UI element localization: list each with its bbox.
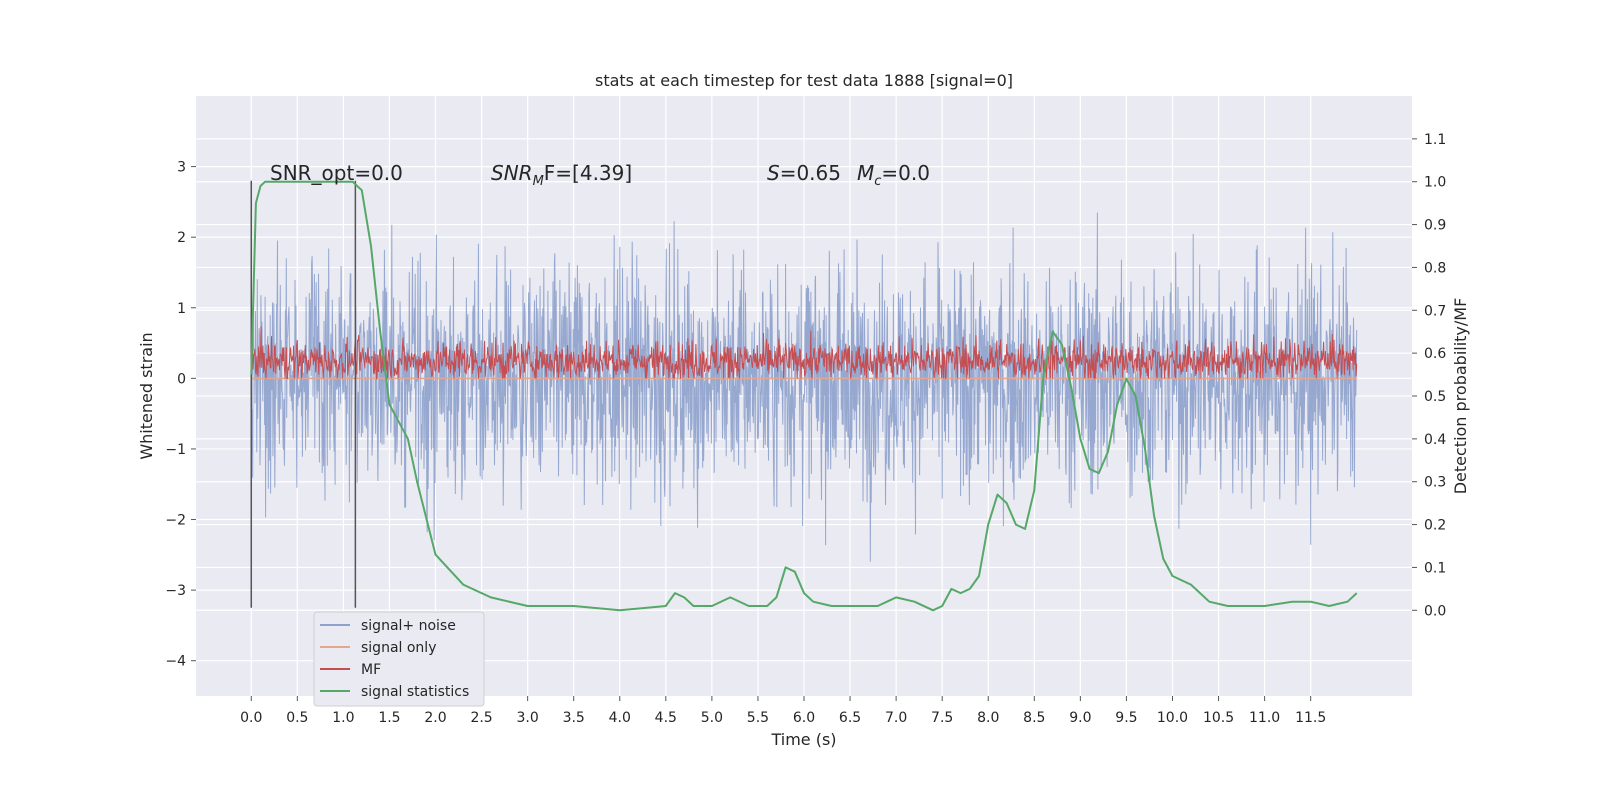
y-tick-label-right: 0.0 — [1424, 603, 1446, 619]
legend-label-signal-noise: signal+ noise — [361, 618, 456, 634]
x-tick-label: 7.5 — [931, 710, 953, 726]
x-tick-label: 3.0 — [517, 710, 539, 726]
x-tick-label: 9.0 — [1069, 710, 1091, 726]
x-tick-label: 11.5 — [1295, 710, 1326, 726]
data-layer — [250, 212, 1358, 562]
y-tick-label-right: 0.8 — [1424, 260, 1446, 276]
y-axis-label-left: Whitened strain — [137, 332, 156, 459]
legend-label-signal-statistics: signal statistics — [361, 684, 469, 700]
x-tick-label: 1.0 — [332, 710, 354, 726]
x-tick-label: 1.5 — [378, 710, 400, 726]
y-tick-label-right: 0.4 — [1424, 432, 1446, 448]
x-tick-label: 5.0 — [701, 710, 723, 726]
legend-box — [313, 611, 485, 707]
annotation-snr-opt: SNR_opt=0.0 — [270, 161, 403, 185]
y-tick-label-right: 0.9 — [1424, 218, 1446, 234]
y-tick-label-right: 0.1 — [1424, 560, 1446, 576]
y-tick-label-left: 1 — [177, 301, 186, 317]
y-tick-label-left: 2 — [177, 230, 186, 246]
x-tick-label: 8.0 — [977, 710, 999, 726]
x-tick-label: 4.0 — [609, 710, 631, 726]
y-axis-label-right: Detection probability/MF — [1451, 298, 1470, 495]
series-signal-noise — [250, 212, 1358, 562]
x-tick-label: 0.5 — [286, 710, 308, 726]
x-tick-label: 0.0 — [240, 710, 262, 726]
x-tick-label: 8.5 — [1023, 710, 1045, 726]
y-tick-labels-left: −4 −3 −2 −1 0 1 2 3 — [165, 160, 196, 670]
annotation-s-mc: S=0.65 Mc=0.0 — [767, 161, 930, 189]
y-tick-label-right: 0.2 — [1424, 518, 1446, 534]
x-tick-labels: 0.0 0.5 1.0 1.5 2.0 2.5 3.0 3.5 4.0 4.5 5.0 5.5 6.0 6… — [240, 696, 1326, 726]
signal-statistics-layer — [250, 180, 1358, 612]
x-tick-label: 10.0 — [1157, 710, 1188, 726]
x-tick-label: 9.5 — [1115, 710, 1137, 726]
legend-label-mf: MF — [361, 662, 381, 678]
series-signal-statistics — [250, 180, 1358, 612]
x-tick-label: 4.5 — [655, 710, 677, 726]
y-tick-label-left: −1 — [165, 442, 186, 458]
y-tick-label-right: 0.5 — [1424, 389, 1446, 405]
y-tick-label-right: 0.3 — [1424, 475, 1446, 491]
y-tick-label-left: 0 — [177, 371, 186, 387]
y-tick-label-left: 3 — [177, 160, 186, 176]
y-tick-label-left: −4 — [165, 654, 186, 670]
y-tick-label-right: 0.6 — [1424, 346, 1446, 362]
x-tick-label: 6.0 — [793, 710, 815, 726]
x-tick-label: 2.0 — [424, 710, 446, 726]
x-tick-label: 5.5 — [747, 710, 769, 726]
x-tick-label: 2.5 — [470, 710, 492, 726]
x-tick-label: 11.0 — [1249, 710, 1280, 726]
legend: signal+ noise signal only MF signal stat… — [313, 611, 485, 707]
y-tick-labels-right: 0.0 0.1 0.2 0.3 0.4 0.5 0.6 0.7 0.8 0.9 1.0 1.1 — [1412, 132, 1446, 619]
x-tick-label: 10.5 — [1203, 710, 1234, 726]
y-tick-label-right: 0.7 — [1424, 303, 1446, 319]
x-tick-label: 6.5 — [839, 710, 861, 726]
legend-label-signal-only: signal only — [361, 640, 436, 656]
y-tick-label-right: 1.1 — [1424, 132, 1446, 148]
vertical-markers — [250, 180, 357, 608]
chart-title: stats at each timestep for test data 188… — [595, 71, 1013, 90]
y-tick-label-left: −2 — [165, 513, 186, 529]
y-tick-label-left: −3 — [165, 583, 186, 599]
x-axis-label: Time (s) — [770, 730, 836, 749]
x-tick-label: 3.5 — [563, 710, 585, 726]
annotation-snr-mf: SNRMF=[4.39] — [491, 161, 632, 189]
x-tick-label: 7.0 — [885, 710, 907, 726]
series-mf — [250, 326, 1358, 381]
y-tick-label-right: 1.0 — [1424, 175, 1446, 191]
